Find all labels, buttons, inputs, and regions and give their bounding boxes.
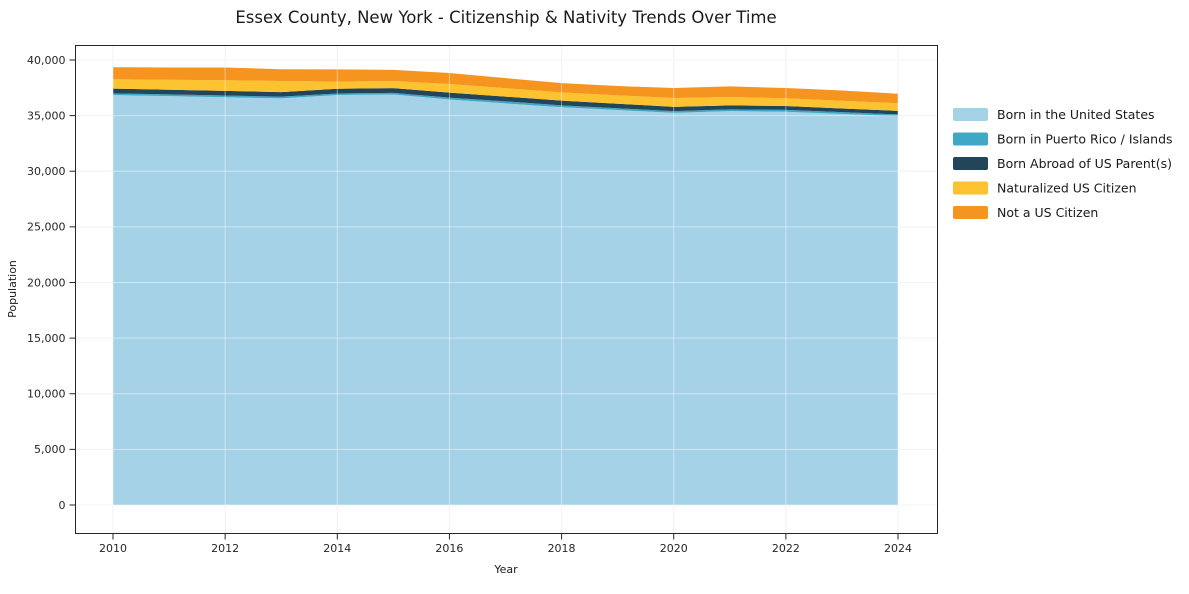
y-tick-label: 15,000 xyxy=(27,332,66,345)
legend-label: Born in Puerto Rico / Islands xyxy=(997,131,1173,146)
x-tick-label: 2014 xyxy=(323,542,351,555)
x-tick-labels: 2010 2012 2014 2016 2018 2020 2022 2024 xyxy=(99,542,912,555)
area-series-born-in-puerto-rico-islands xyxy=(113,92,898,117)
x-tick-label: 2018 xyxy=(548,542,576,555)
legend-label: Born in the United States xyxy=(997,107,1155,122)
area-series-naturalized-us-citizen xyxy=(113,79,898,111)
y-tick-label: 30,000 xyxy=(27,165,66,178)
y-tick-label: 35,000 xyxy=(27,109,66,122)
x-tick-label: 2020 xyxy=(660,542,688,555)
x-tick-label: 2012 xyxy=(211,542,239,555)
legend-swatch xyxy=(953,206,988,219)
area-series-born-in-the-united-states xyxy=(113,94,898,506)
legend: Born in the United States Born in Puerto … xyxy=(953,107,1173,220)
x-axis-label: Year xyxy=(493,563,518,576)
legend-label: Not a US Citizen xyxy=(997,205,1098,220)
y-tick-label: 5,000 xyxy=(34,443,66,456)
x-tick-label: 2010 xyxy=(99,542,127,555)
x-tick-label: 2024 xyxy=(884,542,912,555)
y-tick-label: 0 xyxy=(59,499,66,512)
y-tick-label: 20,000 xyxy=(27,276,66,289)
y-axis-label: Population xyxy=(6,260,19,318)
legend-swatch xyxy=(953,108,988,121)
legend-swatch xyxy=(953,132,988,146)
x-tick-label: 2022 xyxy=(772,542,800,555)
legend-swatch xyxy=(953,157,988,170)
area-series-group xyxy=(113,67,898,506)
y-tick-label: 40,000 xyxy=(27,54,66,67)
y-tick-label: 10,000 xyxy=(27,388,66,401)
legend-label: Naturalized US Citizen xyxy=(997,180,1137,195)
area-series-born-abroad-of-us-parent-s xyxy=(113,88,898,115)
legend-swatch xyxy=(953,181,988,195)
legend-label: Born Abroad of US Parent(s) xyxy=(997,156,1172,171)
axis-ticks xyxy=(69,59,899,540)
chart-title: Essex County, New York - Citizenship & N… xyxy=(235,8,776,27)
area-series-not-a-us-citizen xyxy=(113,67,898,104)
y-tick-labels: 0 5,000 10,000 15,000 20,000 25,000 30,000 35,0… xyxy=(27,54,66,512)
x-tick-label: 2016 xyxy=(435,542,463,555)
gridlines-overlay xyxy=(75,45,938,534)
plot-frame xyxy=(75,45,938,534)
y-tick-label: 25,000 xyxy=(27,221,66,234)
